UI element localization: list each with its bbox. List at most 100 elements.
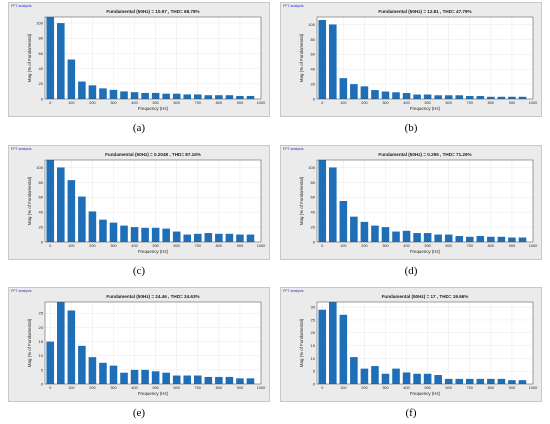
y-tick-label: 0 (41, 381, 44, 386)
y-tick-label: 40 (311, 210, 316, 215)
bar (109, 89, 118, 99)
y-axis-label: Mag (% of Fundamental) (299, 176, 304, 225)
bar (371, 225, 379, 242)
bar (465, 236, 474, 242)
chart-title: Fundamental (50Hz) = 17 , THD= 19.66% (382, 294, 469, 299)
x-tick-label: 300 (110, 101, 116, 105)
bar (246, 95, 255, 99)
x-axis-label: Frequency (Hz) (410, 391, 441, 396)
y-tick-label: 80 (311, 37, 316, 42)
x-tick-label: 0 (321, 244, 323, 248)
x-tick-label: 600 (446, 244, 452, 248)
y-tick-label: 10 (311, 356, 316, 361)
bar (67, 310, 76, 384)
x-tick-label: 700 (195, 386, 201, 390)
bar (318, 160, 327, 242)
bar (88, 357, 97, 384)
x-axis-label: Frequency (Hz) (138, 391, 169, 396)
x-tick-label: 1000 (529, 386, 537, 390)
y-tick-label: 80 (39, 180, 44, 185)
bar (465, 96, 474, 99)
bar (371, 366, 379, 384)
x-tick-label: 600 (446, 101, 452, 105)
bar (350, 84, 358, 99)
x-tick-label: 1000 (529, 244, 537, 248)
bar (497, 96, 506, 99)
bar (444, 378, 453, 384)
y-axis-label: Mag (% of Fundamental) (299, 318, 304, 367)
bar (508, 380, 516, 384)
bar (46, 17, 55, 99)
y-tick-label: 20 (39, 81, 44, 86)
bar (225, 376, 234, 384)
bar (193, 94, 202, 99)
bar (434, 375, 442, 384)
bar (444, 95, 453, 99)
bar (162, 93, 170, 99)
y-axis-label: Mag (% of Fundamental) (27, 318, 32, 367)
panel-tag: FFT analysis (11, 289, 32, 293)
bar (339, 78, 348, 99)
bar (371, 90, 379, 99)
bar (329, 167, 337, 242)
bar (508, 96, 516, 99)
panel-tag: FFT analysis (283, 289, 304, 293)
bar (329, 302, 337, 384)
bar (78, 81, 86, 99)
x-tick-label: 0 (321, 386, 323, 390)
bar (246, 378, 255, 384)
plot-area (317, 160, 533, 242)
bar (141, 369, 149, 384)
bar (215, 376, 223, 384)
y-tick-label: 40 (39, 210, 44, 215)
bar (215, 95, 223, 99)
panel-tag: FFT analysis (11, 147, 32, 151)
bar (402, 372, 411, 384)
chart-title: Fundamental (50Hz) = 0.2048 , THD= 87.16… (105, 152, 201, 157)
y-tick-label: 80 (39, 36, 44, 41)
bar (350, 357, 358, 384)
x-tick-label: 400 (403, 244, 409, 248)
subfigure-caption: (d) (404, 265, 418, 277)
bar (465, 378, 474, 384)
y-tick-label: 15 (39, 339, 44, 344)
axes-frame (316, 301, 534, 385)
panel-tag: FFT analysis (283, 147, 304, 151)
x-tick-label: 500 (152, 244, 158, 248)
x-tick-label: 0 (321, 101, 323, 105)
bar (151, 227, 160, 242)
y-tick-label: 5 (313, 369, 316, 374)
chart-panel: FFT analysis Fundamental (50Hz) = 0.2048… (8, 145, 270, 260)
bar (350, 216, 358, 242)
bar (172, 93, 181, 99)
bar (413, 233, 421, 242)
chart-title: Fundamental (50Hz) = 10.97 , THD= 68.78% (106, 9, 199, 14)
x-tick-label: 700 (195, 101, 201, 105)
bar (476, 236, 485, 242)
x-tick-label: 1000 (257, 101, 265, 105)
subfigure-caption: (c) (132, 265, 146, 277)
chart-panel: FFT analysis Fundamental (50Hz) = 24.46 … (8, 287, 270, 402)
x-tick-label: 900 (237, 101, 243, 105)
y-tick-label: 40 (39, 66, 44, 71)
x-tick-label: 500 (424, 101, 430, 105)
x-tick-label: 400 (403, 386, 409, 390)
bar (88, 211, 97, 242)
axes-frame (44, 301, 262, 385)
bar (318, 19, 327, 99)
bar (392, 231, 400, 242)
bar (360, 86, 369, 99)
bar (508, 237, 516, 242)
bar (46, 341, 55, 384)
bar (518, 237, 527, 242)
bar (236, 234, 244, 242)
x-tick-label: 100 (68, 244, 74, 248)
x-tick-label: 200 (361, 386, 367, 390)
bar (151, 92, 160, 99)
x-tick-label: 700 (467, 244, 473, 248)
bar (318, 309, 327, 384)
bar (402, 93, 411, 99)
y-tick-label: 100 (36, 165, 43, 170)
bar (78, 196, 86, 242)
bar (392, 92, 400, 99)
